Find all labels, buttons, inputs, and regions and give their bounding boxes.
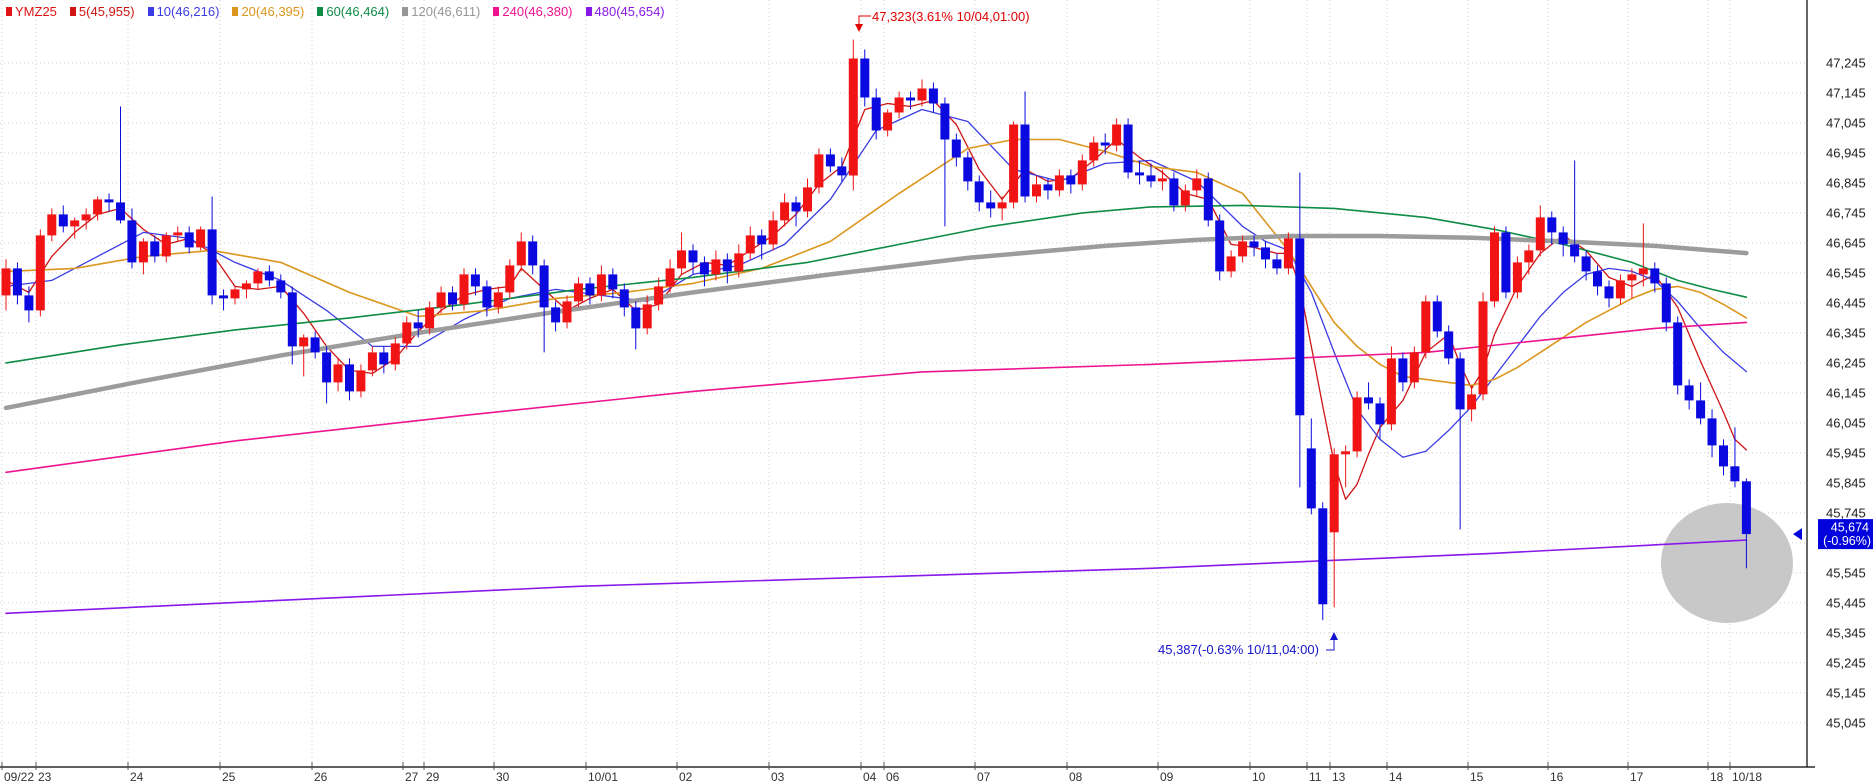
x-axis-label: 04 <box>863 770 877 784</box>
legend-item-label: 10(46,216) <box>156 4 220 19</box>
x-axis-label: 10/18 <box>1732 770 1762 784</box>
annotations: 47,323(3.61% 10/04,01:00) 45,387(-0.63% 1… <box>855 9 1338 657</box>
y-axis-label: 46,345 <box>1826 325 1866 340</box>
x-axis-label: 26 <box>314 770 328 784</box>
ma480-line <box>5 539 1748 615</box>
x-axis-label: 09 <box>1160 770 1174 784</box>
y-axis-label: 46,945 <box>1826 145 1866 160</box>
y-axis-label: 46,545 <box>1826 265 1866 280</box>
legend-item-label: 240(46,380) <box>502 4 573 19</box>
legend-item-label: 60(46,464) <box>326 4 390 19</box>
y-axis-label: 45,345 <box>1826 625 1866 640</box>
y-axis-label: 45,745 <box>1826 505 1866 520</box>
legend-item-ma60: 60(46,464) <box>317 4 389 19</box>
last-price-value: 45,674 <box>1831 521 1869 535</box>
x-axis-label: 30 <box>496 770 510 784</box>
last-price-change: (-0.96%) <box>1823 534 1871 548</box>
ma5-line <box>5 99 1748 500</box>
legend-item-ma240: 240(46,380) <box>493 4 573 19</box>
legend-item-ma120: 120(46,611) <box>402 4 480 19</box>
x-axis-label: 23 <box>38 770 52 784</box>
x-axis-label: 08 <box>1069 770 1083 784</box>
y-axis-label: 46,845 <box>1826 175 1866 190</box>
y-axis-label: 45,545 <box>1826 565 1866 580</box>
legend-item-ma5: 5(45,955) <box>69 4 135 19</box>
x-axis-label: 13 <box>1332 770 1346 784</box>
y-axis-label: 45,245 <box>1826 655 1866 670</box>
y-axis-label: 46,645 <box>1826 235 1866 250</box>
legend-item-label: 20(46,395) <box>241 4 305 19</box>
x-axis-label: 15 <box>1470 770 1484 784</box>
y-axis-label: 47,245 <box>1826 55 1866 70</box>
x-axis-label: 14 <box>1389 770 1403 784</box>
x-axis-label: 10 <box>1252 770 1266 784</box>
ma10-line <box>5 108 1748 458</box>
gridlines <box>0 0 1807 767</box>
x-axis-label: 03 <box>771 770 785 784</box>
x-axis-label: 29 <box>426 770 440 784</box>
ma480-swatch-icon <box>585 7 592 16</box>
y-axis-label: 45,845 <box>1826 475 1866 490</box>
highlight-ellipse <box>1661 503 1793 623</box>
legend-item-ma10: 10(46,216) <box>147 4 220 19</box>
price-marker-arrow-icon <box>1793 528 1802 541</box>
ma20-swatch-icon <box>232 7 239 16</box>
legend-item-ma480: 480(45,654) <box>585 4 665 19</box>
ma240-swatch-icon <box>493 7 500 16</box>
y-axis-label: 46,445 <box>1826 295 1866 310</box>
y-axis-label: 46,045 <box>1826 415 1866 430</box>
chart-legend: YMZ25 5(45,955) 10(46,216) 20(46,395) 60… <box>6 4 665 19</box>
y-axis-label: 47,145 <box>1826 85 1866 100</box>
legend-item-label: 5(45,955) <box>78 4 135 19</box>
x-axis-label: 11 <box>1309 770 1322 784</box>
x-axis-label: 07 <box>977 770 991 784</box>
x-axis-label: 09/22 <box>4 770 34 784</box>
y-axis-label: 46,145 <box>1826 385 1866 400</box>
legend-item-label: 120(46,611) <box>411 4 481 19</box>
x-axis-label: 02 <box>679 770 693 784</box>
y-axis-label: 45,945 <box>1826 445 1866 460</box>
session-high-annotation: 47,323(3.61% 10/04,01:00) <box>872 9 1030 24</box>
ma240-line <box>5 321 1748 474</box>
last-price-marker: 45,674(-0.96%) <box>1793 519 1873 550</box>
y-axis-label: 45,145 <box>1826 685 1866 700</box>
legend-item-label: YMZ25 <box>15 4 57 19</box>
y-axis-label: 47,045 <box>1826 115 1866 130</box>
legend-item-ma20: 20(46,395) <box>232 4 304 19</box>
legend-item-symbol: YMZ25 <box>6 4 57 19</box>
ma120-swatch-icon <box>402 7 409 16</box>
legend-item-label: 480(45,654) <box>594 4 665 19</box>
y-axis-label: 46,245 <box>1826 355 1866 370</box>
candles-layer <box>1 39 1751 621</box>
moving-average-lines <box>3 99 1749 615</box>
x-axis-label: 17 <box>1630 770 1644 784</box>
ma60-line <box>5 204 1748 364</box>
x-axis-label: 06 <box>886 770 900 784</box>
y-axis-label: 45,445 <box>1826 595 1866 610</box>
ma120-line <box>3 233 1749 411</box>
y-axis-label: 46,745 <box>1826 205 1866 220</box>
x-axis-label: 10/01 <box>588 770 618 784</box>
ma20-line <box>5 138 1748 387</box>
ma10-swatch-icon <box>147 7 154 16</box>
x-axis-label: 16 <box>1550 770 1564 784</box>
y-axis-label: 45,045 <box>1826 715 1866 730</box>
ma5-swatch-icon <box>69 7 76 16</box>
x-axis-label: 18 <box>1710 770 1724 784</box>
session-low-annotation: 45,387(-0.63% 10/11,04:00) <box>1158 642 1319 657</box>
symbol-swatch-icon <box>6 7 12 16</box>
x-axis-label: 25 <box>222 770 236 784</box>
x-axis-label: 24 <box>130 770 144 784</box>
ma60-swatch-icon <box>317 7 324 16</box>
x-axis-label: 27 <box>405 770 419 784</box>
